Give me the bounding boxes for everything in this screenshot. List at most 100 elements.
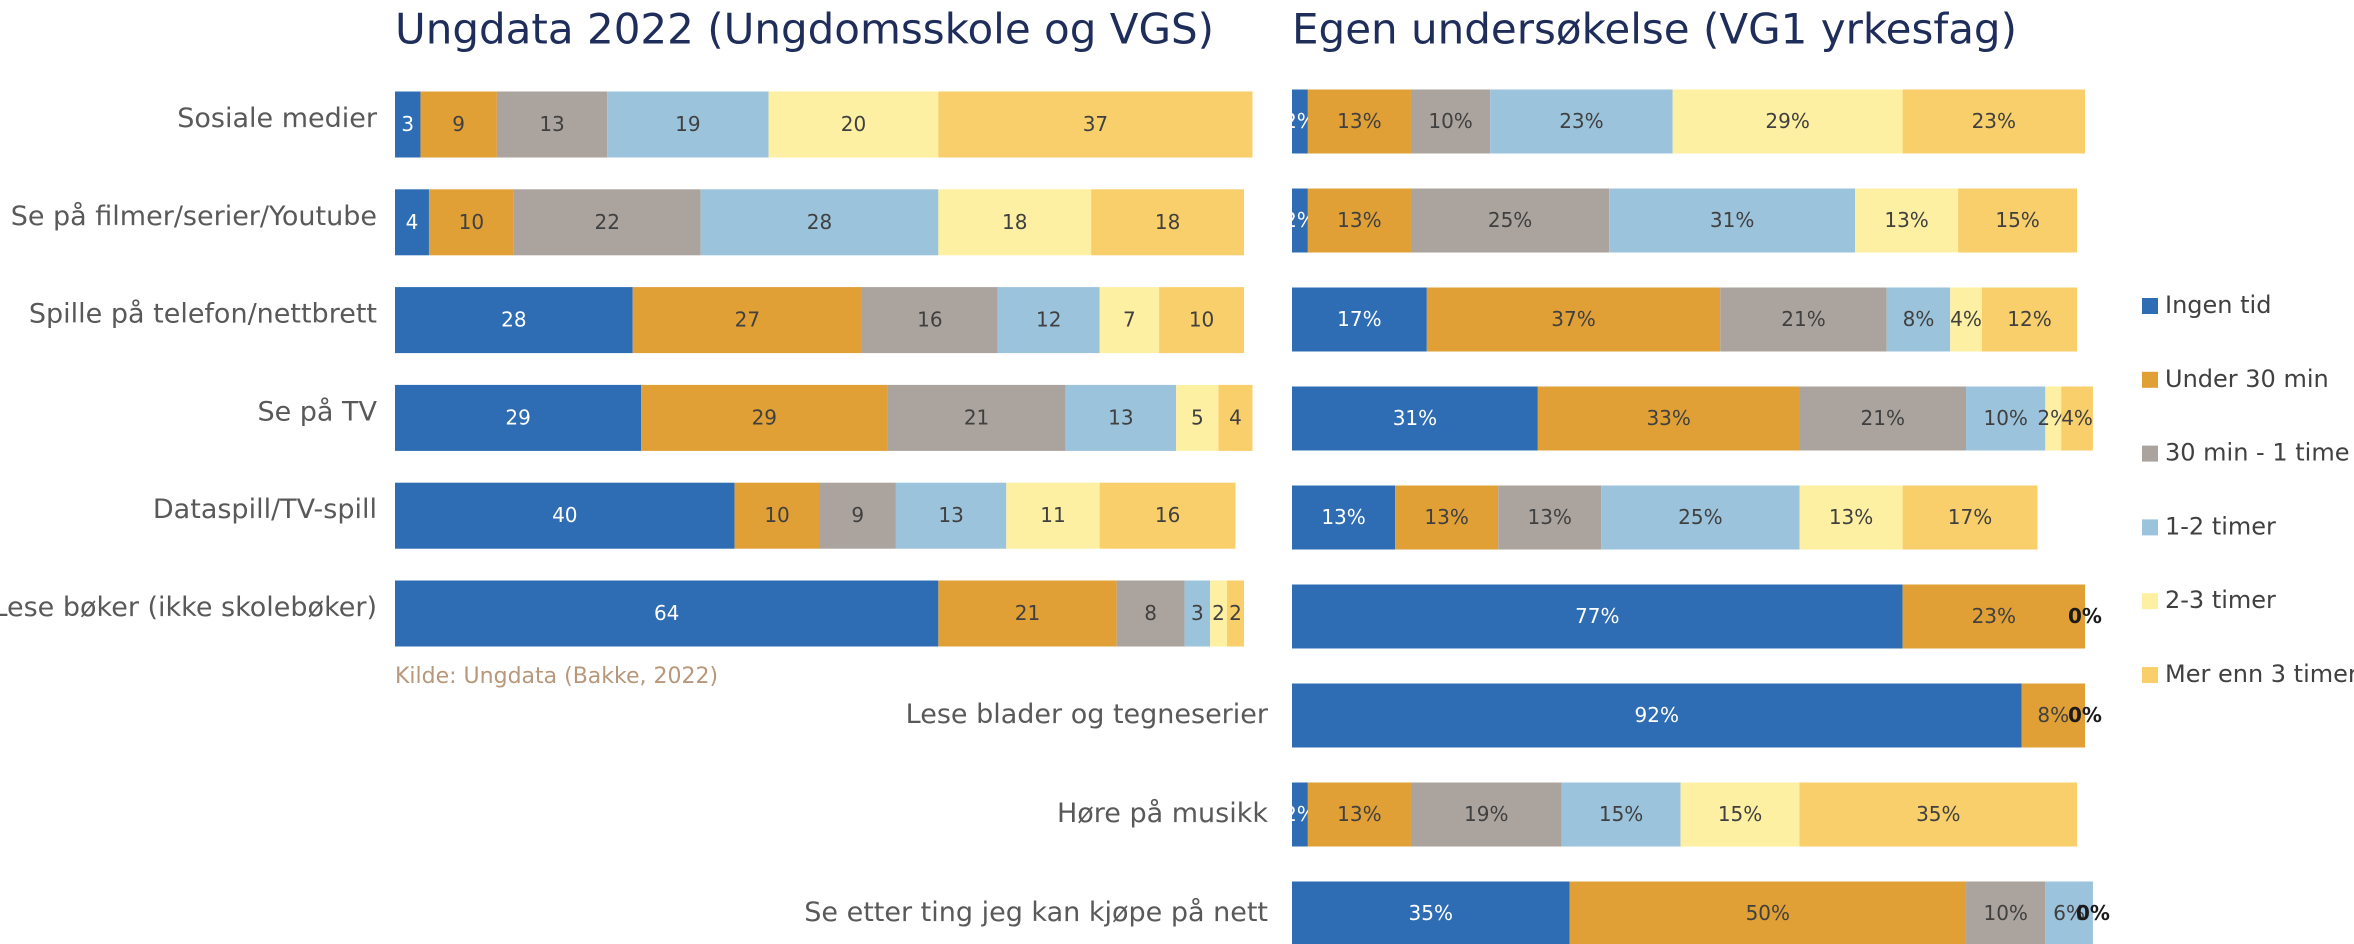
bar-segment bbox=[395, 384, 642, 451]
legend-label: Under 30 min bbox=[2165, 365, 2329, 393]
bar-segment bbox=[1958, 188, 2078, 253]
bar-segment bbox=[1395, 485, 1499, 550]
data-label: 21 bbox=[1015, 601, 1040, 625]
data-label: 18 bbox=[1002, 210, 1027, 234]
legend-label: 1-2 timer bbox=[2165, 512, 2276, 540]
bar-segment bbox=[1065, 384, 1177, 451]
data-label: 0% bbox=[2068, 703, 2102, 727]
bar-segment bbox=[1307, 782, 1411, 847]
data-label: 29% bbox=[1765, 109, 1809, 133]
bar-segment bbox=[2021, 683, 2085, 748]
data-label: 29 bbox=[505, 405, 530, 429]
data-label: 15% bbox=[1718, 802, 1762, 826]
data-label: 11 bbox=[1040, 503, 1065, 527]
bar-segment bbox=[1886, 287, 1951, 352]
bar-segment bbox=[1902, 485, 2038, 550]
data-label: 4 bbox=[1229, 405, 1242, 429]
data-label: 10 bbox=[459, 210, 484, 234]
data-label: 13% bbox=[1424, 505, 1468, 529]
bar-segment bbox=[1292, 89, 1308, 154]
bar-segment bbox=[1855, 188, 1959, 253]
bar-segment bbox=[395, 580, 939, 647]
data-label: 31% bbox=[1393, 406, 1437, 430]
bar-segment bbox=[1410, 89, 1491, 154]
bar-segment bbox=[1099, 482, 1236, 549]
legend-swatch bbox=[2142, 371, 2158, 388]
bar-segment bbox=[1292, 287, 1427, 352]
data-label: 37 bbox=[1083, 112, 1108, 136]
data-label: 19 bbox=[675, 112, 700, 136]
data-label: 35% bbox=[1916, 802, 1960, 826]
bar-segment bbox=[1292, 485, 1396, 550]
data-label: 3 bbox=[401, 112, 414, 136]
bar-segment bbox=[1561, 782, 1681, 847]
bar-segment bbox=[1159, 287, 1244, 354]
chart-title: Egen undersøkelse (VG1 yrkesfag) bbox=[1292, 5, 2017, 54]
bar-segment bbox=[395, 482, 735, 549]
category-label: Sosiale medier bbox=[177, 103, 378, 134]
category-label: Spille på telefon/nettbrett bbox=[29, 299, 377, 330]
data-label: 29 bbox=[752, 405, 777, 429]
data-label: 21 bbox=[964, 405, 989, 429]
bar-segment bbox=[819, 482, 896, 549]
legend-label: 30 min - 1 time bbox=[2165, 439, 2349, 467]
data-label: 4% bbox=[2061, 406, 2093, 430]
data-label: 12% bbox=[2007, 307, 2051, 331]
bar-segment bbox=[395, 189, 429, 256]
data-label: 16 bbox=[917, 308, 942, 332]
legend-swatch bbox=[2142, 667, 2158, 683]
category-label: Se etter ting jeg kan kjøpe på nett bbox=[804, 897, 1268, 928]
bar-segment bbox=[1720, 287, 1887, 352]
category-label: Se på TV bbox=[257, 396, 377, 427]
data-label: 64 bbox=[654, 601, 679, 625]
data-label: 7 bbox=[1123, 308, 1136, 332]
bar-segment bbox=[632, 287, 862, 354]
bar-segment bbox=[734, 482, 820, 549]
data-label: 20 bbox=[841, 112, 866, 136]
data-label: 10% bbox=[1983, 901, 2027, 925]
data-label: 0% bbox=[2068, 604, 2102, 628]
bar-segment bbox=[895, 482, 1007, 549]
bar-segment bbox=[1184, 580, 1211, 647]
data-label: 3 bbox=[1191, 601, 1204, 625]
bar-segment bbox=[887, 384, 1066, 451]
data-label: 9 bbox=[851, 503, 864, 527]
bar-segment bbox=[1799, 485, 1903, 550]
bar-segment bbox=[1410, 188, 1610, 253]
bar-segment bbox=[1799, 386, 1967, 451]
bar-segment bbox=[1966, 386, 2046, 451]
bar-segment bbox=[1227, 580, 1244, 647]
bar-segment bbox=[938, 189, 1092, 256]
data-label: 16 bbox=[1155, 503, 1180, 527]
bar-segment bbox=[1292, 881, 1570, 944]
bar-segment bbox=[2045, 881, 2093, 944]
bar-segment bbox=[1537, 386, 1800, 451]
data-label: 22 bbox=[595, 210, 620, 234]
data-label: 6% bbox=[2053, 901, 2085, 925]
bar-segment bbox=[1950, 287, 1982, 352]
data-label: 10 bbox=[764, 503, 789, 527]
bar-segment bbox=[938, 580, 1117, 647]
data-label: 23% bbox=[1972, 109, 2016, 133]
bar-segment bbox=[1292, 386, 1538, 451]
bar-segment bbox=[1292, 683, 2022, 748]
data-label: 13 bbox=[539, 112, 564, 136]
data-label: 15% bbox=[1995, 208, 2039, 232]
data-label: 2 bbox=[1229, 601, 1242, 625]
bar-segment bbox=[496, 91, 608, 158]
bar-segment bbox=[1966, 881, 2046, 944]
bar-segment bbox=[1307, 188, 1411, 253]
data-label: 13% bbox=[1829, 505, 1873, 529]
data-label: 50% bbox=[1746, 901, 1790, 925]
data-label: 19% bbox=[1464, 802, 1508, 826]
legend-label: Mer enn 3 timer bbox=[2165, 660, 2354, 688]
data-label: 5 bbox=[1191, 405, 1204, 429]
data-label: 13% bbox=[1321, 505, 1365, 529]
legend-swatch bbox=[2142, 519, 2158, 536]
data-label: 27 bbox=[735, 308, 760, 332]
bar-segment bbox=[1292, 584, 1903, 649]
bar-segment bbox=[938, 91, 1253, 158]
data-label: 13% bbox=[1884, 208, 1928, 232]
bar-segment bbox=[1292, 188, 1308, 253]
